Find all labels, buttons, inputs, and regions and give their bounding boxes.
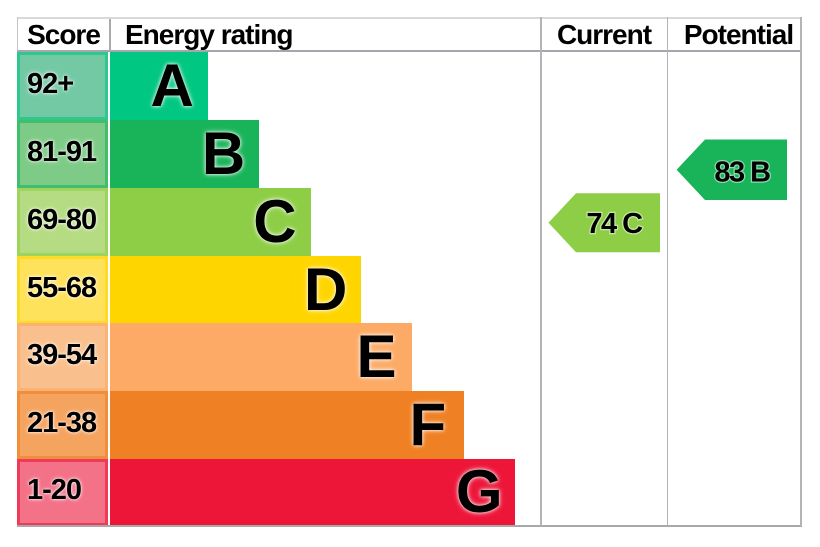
svg-text:74 C: 74 C <box>586 208 643 240</box>
svg-text:83 B: 83 B <box>714 157 770 189</box>
